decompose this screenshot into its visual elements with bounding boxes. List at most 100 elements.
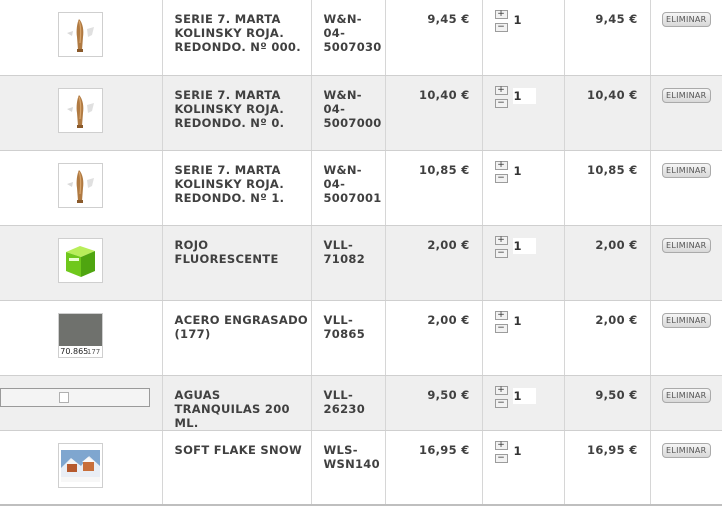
line-total: 10,85 € xyxy=(587,162,638,177)
product-thumbnail[interactable] xyxy=(58,237,104,283)
decrease-quantity-button[interactable]: − xyxy=(494,248,508,258)
unit-price: 2,00 € xyxy=(427,237,470,252)
product-name[interactable]: ROJO FLUORESCENTE xyxy=(174,237,279,266)
delete-button[interactable]: ELIMINAR xyxy=(661,442,711,458)
increase-quantity-button[interactable]: + xyxy=(494,160,508,170)
product-thumbnail[interactable] xyxy=(58,442,104,488)
product-thumbnail[interactable] xyxy=(58,12,104,57)
unit-price: 9,45 € xyxy=(427,12,470,26)
cart-row: SERIE 7. MARTA KOLINSKY ROJA. REDONDO. N… xyxy=(0,0,722,76)
line-total: 9,50 € xyxy=(595,387,638,402)
decrease-quantity-button[interactable]: − xyxy=(494,453,508,463)
decrease-quantity-button[interactable]: − xyxy=(494,23,508,32)
product-ref: W&N- 04- 5007030 xyxy=(323,12,382,54)
cart-row: AGUAS TRANQUILAS 200 ML. VLL- 26230 9,50 €… xyxy=(0,375,722,431)
image-cell xyxy=(0,430,162,506)
increase-quantity-button[interactable]: + xyxy=(494,235,508,245)
delete-cell: ELIMINAR xyxy=(649,225,722,301)
name-cell: AGUAS TRANQUILAS 200 ML. xyxy=(161,375,311,431)
decrease-quantity-button[interactable]: − xyxy=(494,98,508,108)
name-cell: SERIE 7. MARTA KOLINSKY ROJA. REDONDO. N… xyxy=(161,150,311,226)
delete-button[interactable]: ELIMINAR xyxy=(661,237,711,253)
total-cell: 2,00 € xyxy=(563,300,650,376)
total-cell: 10,40 € xyxy=(563,75,650,151)
product-thumbnail[interactable] xyxy=(58,87,104,133)
delete-cell: ELIMINAR xyxy=(649,300,722,376)
name-cell: SERIE 7. MARTA KOLINSKY ROJA. REDONDO. N… xyxy=(161,0,311,76)
decrease-quantity-button[interactable]: − xyxy=(494,173,508,183)
product-thumbnail[interactable] xyxy=(58,162,104,208)
name-cell: ROJO FLUORESCENTE xyxy=(161,225,311,301)
price-cell: 9,45 € xyxy=(384,0,482,76)
image-cell xyxy=(0,0,162,76)
increase-quantity-button[interactable]: + xyxy=(494,440,508,450)
increase-quantity-button[interactable]: + xyxy=(494,10,508,19)
quantity-stepper: + − xyxy=(494,385,564,416)
price-cell: 2,00 € xyxy=(384,225,482,301)
unit-price: 9,50 € xyxy=(427,387,470,402)
product-name[interactable]: SERIE 7. MARTA KOLINSKY ROJA. REDONDO. N… xyxy=(174,87,285,130)
ref-cell: VLL- 26230 xyxy=(310,375,385,431)
unit-price: 10,40 € xyxy=(419,87,470,102)
product-name[interactable]: ACERO ENGRASADO (177) xyxy=(174,312,309,341)
quantity-input[interactable] xyxy=(512,312,536,329)
unit-price: 2,00 € xyxy=(427,312,470,327)
line-total: 9,45 € xyxy=(595,12,638,26)
delete-button[interactable]: ELIMINAR xyxy=(661,162,711,178)
total-cell: 16,95 € xyxy=(563,430,650,506)
increase-quantity-button[interactable]: + xyxy=(494,85,508,95)
broken-image[interactable] xyxy=(0,387,150,407)
cart-row: 70.865 177 ACERO ENGRASADO (177) VLL- 70865… xyxy=(0,300,722,376)
quantity-input[interactable] xyxy=(512,12,536,28)
decrease-quantity-button[interactable]: − xyxy=(494,323,508,333)
product-name[interactable]: SOFT FLAKE SNOW xyxy=(174,442,302,457)
product-ref: WLS- WSN140 xyxy=(323,442,380,471)
quantity-input[interactable] xyxy=(512,162,536,179)
unit-price: 10,85 € xyxy=(419,162,470,177)
increase-quantity-button[interactable]: + xyxy=(494,310,508,320)
image-cell xyxy=(0,225,162,301)
total-cell: 9,50 € xyxy=(563,375,650,431)
name-cell: SOFT FLAKE SNOW xyxy=(161,430,311,506)
product-name[interactable]: SERIE 7. MARTA KOLINSKY ROJA. REDONDO. N… xyxy=(174,12,301,54)
quantity-input[interactable] xyxy=(512,87,536,104)
line-total: 2,00 € xyxy=(595,237,638,252)
product-name[interactable]: SERIE 7. MARTA KOLINSKY ROJA. REDONDO. N… xyxy=(174,162,285,205)
quantity-input[interactable] xyxy=(512,387,536,404)
delete-cell: ELIMINAR xyxy=(649,0,722,76)
quantity-input[interactable] xyxy=(512,237,536,254)
line-total: 2,00 € xyxy=(595,312,638,327)
delete-button[interactable]: ELIMINAR xyxy=(661,12,711,27)
delete-cell: ELIMINAR xyxy=(649,375,722,431)
quantity-stepper: + − xyxy=(494,440,564,471)
delete-button[interactable]: ELIMINAR xyxy=(661,312,711,328)
increase-quantity-button[interactable]: + xyxy=(494,385,508,395)
total-cell: 10,85 € xyxy=(563,150,650,226)
ref-cell: W&N- 04- 5007000 xyxy=(310,75,385,151)
quantity-input[interactable] xyxy=(512,442,536,459)
price-cell: 9,50 € xyxy=(384,375,482,431)
delete-button[interactable]: ELIMINAR xyxy=(661,387,711,403)
product-thumbnail[interactable]: 70.865 177 xyxy=(58,312,104,358)
product-ref: W&N- 04- 5007000 xyxy=(323,87,382,130)
price-cell: 2,00 € xyxy=(384,300,482,376)
qty-cell: + − xyxy=(481,225,564,301)
decrease-quantity-button[interactable]: − xyxy=(494,398,508,408)
name-cell: ACERO ENGRASADO (177) xyxy=(161,300,311,376)
image-cell: 70.865 177 xyxy=(0,300,162,376)
ref-cell: WLS- WSN140 xyxy=(310,430,385,506)
qty-cell: + − xyxy=(481,75,564,151)
ref-cell: VLL- 70865 xyxy=(310,300,385,376)
product-ref: VLL- 71082 xyxy=(323,237,366,266)
ref-cell: W&N- 04- 5007001 xyxy=(310,150,385,226)
delete-button[interactable]: ELIMINAR xyxy=(661,87,711,103)
total-cell: 2,00 € xyxy=(563,225,650,301)
delete-cell: ELIMINAR xyxy=(649,150,722,226)
qty-cell: + − xyxy=(481,430,564,506)
name-cell: SERIE 7. MARTA KOLINSKY ROJA. REDONDO. N… xyxy=(161,75,311,151)
product-name[interactable]: AGUAS TRANQUILAS 200 ML. xyxy=(174,387,290,430)
qty-cell: + − xyxy=(481,150,564,226)
